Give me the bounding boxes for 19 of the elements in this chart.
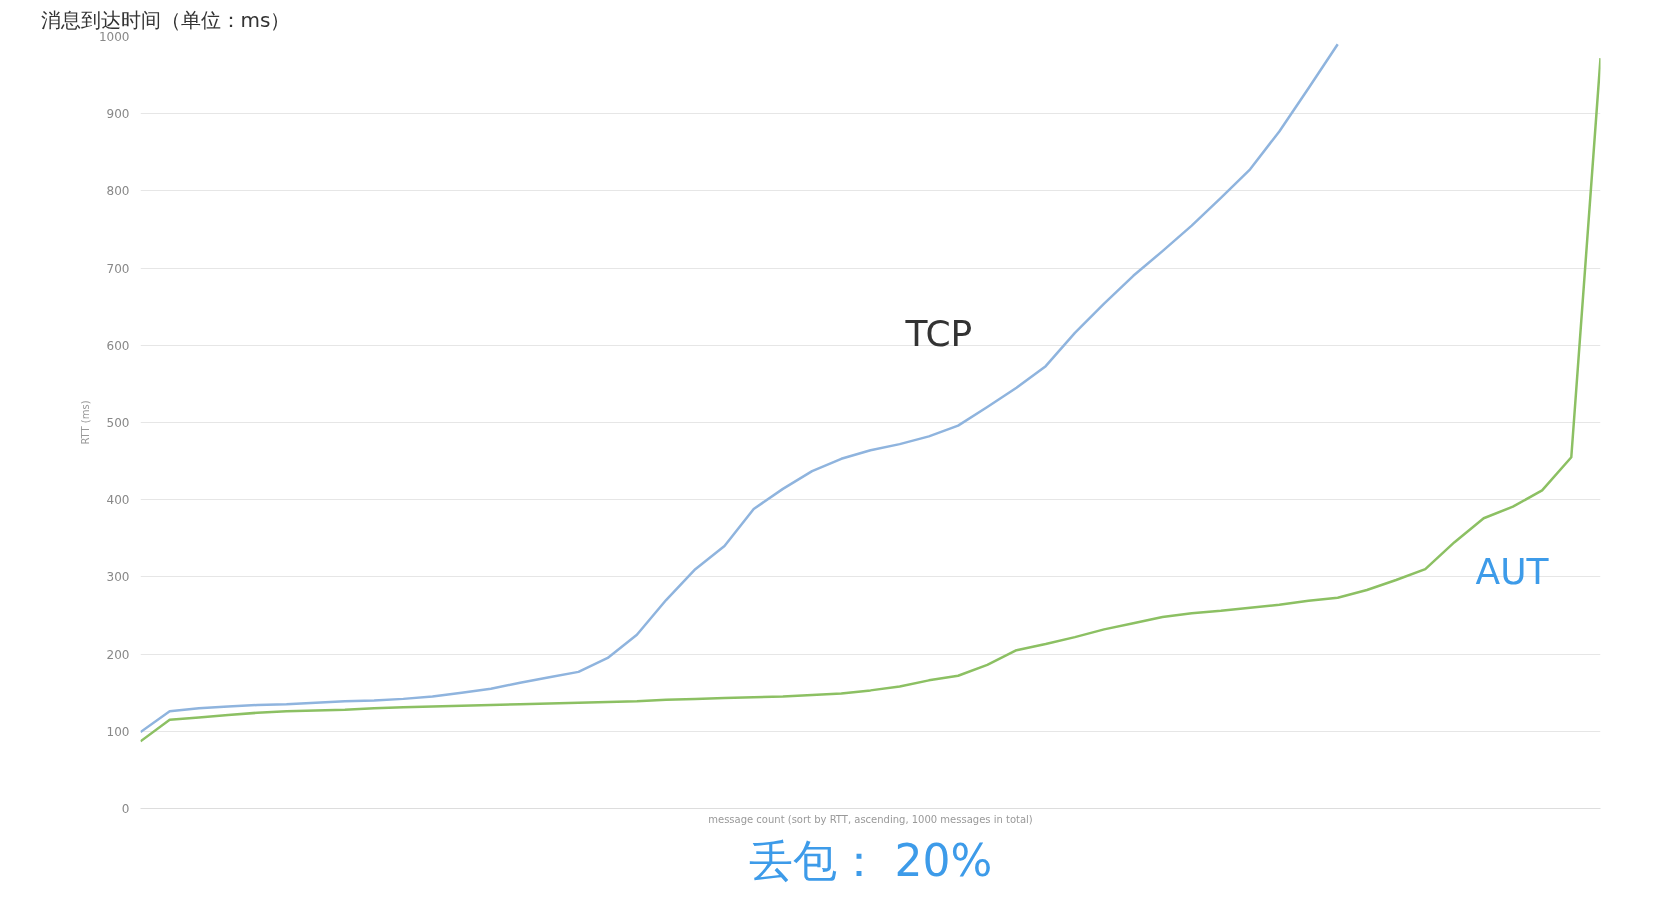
y-tick-label: 100 [106, 724, 130, 739]
series-label: TCP [904, 312, 973, 354]
y-tick-label: 900 [106, 107, 130, 122]
y-tick-label: 400 [106, 493, 130, 508]
text: 丢包： 20% [748, 834, 993, 886]
y-tick-label: 200 [106, 647, 130, 662]
y-tick-label: 500 [106, 416, 130, 430]
y-tick-label: 1000 [98, 30, 130, 44]
chart-title: 消息到达时间（单位：ms） [40, 7, 291, 32]
y-axis-title: RTT (ms) [79, 400, 91, 445]
x-axis-title: message count (sort by RTT, ascending, 1000 messages in total) [708, 813, 1033, 825]
line-series [140, 56, 1601, 743]
y-tick-label: 600 [106, 338, 130, 353]
line-series [140, 42, 1339, 734]
series-label: AUT [1475, 550, 1550, 592]
y-tick-label: 800 [106, 184, 130, 199]
y-tick-label: 700 [106, 261, 130, 276]
y-tick-label: 300 [106, 570, 130, 585]
y-tick-label: 0 [121, 802, 130, 816]
